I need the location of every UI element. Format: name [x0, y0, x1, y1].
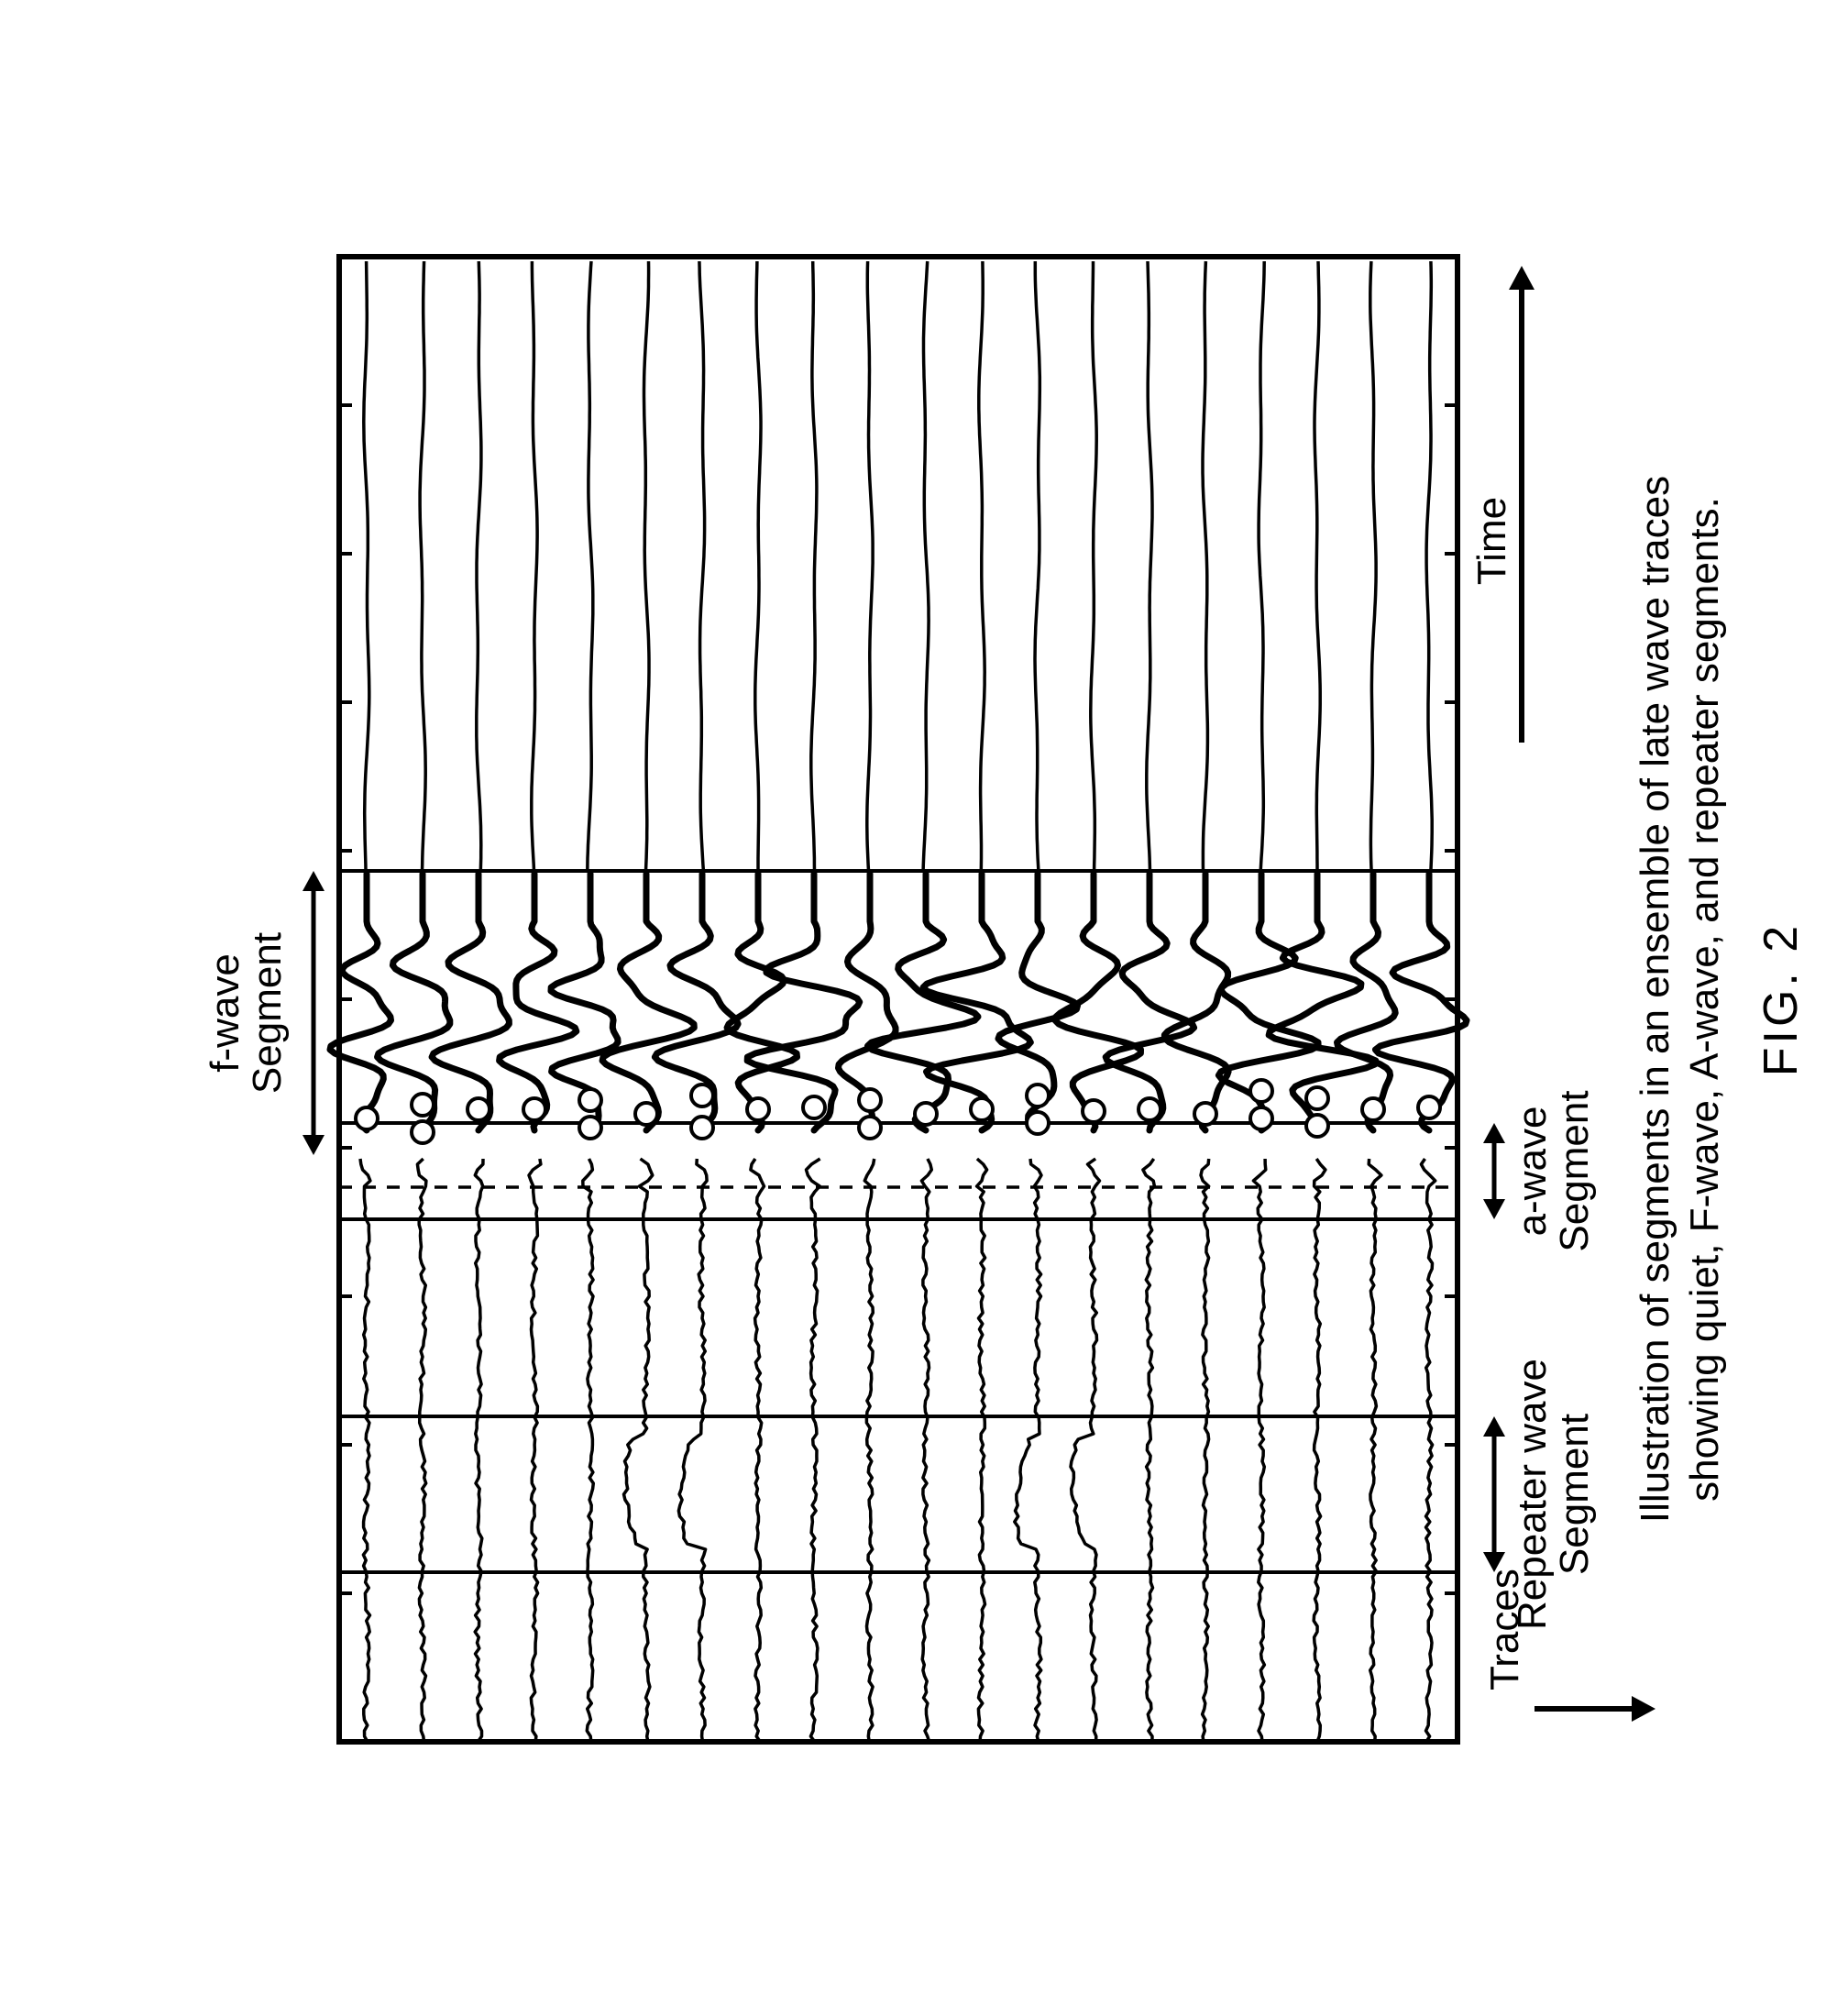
trace-tail	[532, 261, 537, 871]
f-wave-onset-marker	[523, 1098, 545, 1120]
f-wave-trace	[500, 874, 577, 1130]
f-wave-trace	[602, 874, 694, 1130]
f-wave-onset-marker	[579, 1117, 601, 1139]
trace-tail	[979, 261, 984, 871]
f-wave-onset-marker	[412, 1094, 434, 1116]
f-wave-trace	[1164, 874, 1228, 1130]
a-wave-segment-label: Segment	[1552, 1090, 1597, 1251]
f-wave-onset-marker	[1362, 1098, 1384, 1120]
trace-tail	[923, 261, 929, 871]
f-wave-segment-label: f-wave	[203, 953, 248, 1073]
trace-tail	[811, 261, 817, 871]
trace-baseline	[1143, 1159, 1155, 1742]
trace-tail	[1426, 261, 1432, 871]
trace-baseline	[678, 1159, 707, 1742]
f-wave-onset-marker	[1027, 1085, 1049, 1107]
f-wave-onset-marker	[971, 1098, 993, 1120]
trace-baseline	[1314, 1159, 1326, 1742]
f-wave-onset-marker	[412, 1121, 434, 1143]
trace-baseline	[1369, 1159, 1381, 1742]
trace-baseline	[1253, 1159, 1265, 1742]
f-wave-onset-marker	[915, 1103, 937, 1125]
trace-tail	[644, 261, 650, 871]
f-wave-onset-marker	[1306, 1115, 1328, 1137]
repeater-segment-label: Segment	[1552, 1414, 1597, 1575]
trace-tail	[867, 261, 873, 871]
trace-tail	[477, 261, 481, 871]
trace-tail	[1147, 261, 1152, 871]
trace-tail	[1091, 261, 1096, 871]
trace-baseline	[921, 1159, 931, 1742]
trace-baseline	[475, 1159, 483, 1742]
trace-tail	[588, 261, 593, 871]
traces-axis-label: Traces	[1482, 1569, 1527, 1690]
figure-svg: f-waveSegmentRepeater waveSegmenta-waveS…	[0, 0, 1848, 2004]
trace-baseline	[529, 1159, 541, 1742]
f-wave-onset-marker	[468, 1098, 490, 1120]
f-wave-onset-marker	[691, 1085, 713, 1107]
figure-caption: showing quiet, F-wave, A-wave, and repea…	[1682, 497, 1727, 1502]
f-wave-onset-marker	[579, 1089, 601, 1111]
trace-tail	[699, 261, 705, 871]
f-wave-trace	[727, 874, 797, 1130]
a-wave-segment-label: a-wave	[1510, 1107, 1555, 1237]
trace-baseline	[1071, 1159, 1100, 1742]
f-wave-onset-marker	[1306, 1087, 1328, 1109]
f-wave-trace	[1106, 874, 1194, 1130]
f-wave-trace	[378, 874, 450, 1130]
trace-tail	[364, 261, 369, 871]
trace-baseline	[807, 1159, 820, 1742]
f-wave-onset-marker	[1250, 1107, 1272, 1129]
f-wave-onset-marker	[1194, 1103, 1216, 1125]
trace-tail	[1314, 261, 1320, 871]
trace-tail	[1259, 261, 1264, 871]
trace-tail	[1370, 261, 1376, 871]
f-wave-trace	[1337, 874, 1396, 1130]
f-wave-onset-marker	[635, 1103, 657, 1125]
trace-baseline	[751, 1159, 764, 1742]
f-wave-onset-marker	[859, 1089, 881, 1111]
f-wave-onset-marker	[803, 1096, 825, 1118]
f-wave-onset-marker	[1418, 1096, 1440, 1118]
trace-baseline	[417, 1159, 426, 1742]
trace-baseline	[1201, 1159, 1209, 1742]
trace-tail	[755, 261, 761, 871]
f-wave-onset-marker	[691, 1117, 713, 1139]
f-wave-segment-label: Segment	[245, 932, 290, 1094]
f-wave-onset-marker	[1027, 1112, 1049, 1134]
trace-baseline	[1421, 1159, 1435, 1742]
figure-caption: Illustration of segments in an ensemble …	[1633, 476, 1678, 1523]
trace-baseline	[624, 1159, 653, 1742]
trace-baseline	[864, 1159, 874, 1742]
time-axis-label: Time	[1469, 497, 1514, 585]
trace-baseline	[1015, 1159, 1041, 1742]
f-wave-trace	[747, 874, 860, 1130]
trace-tail	[1035, 261, 1040, 871]
f-wave-onset-marker	[747, 1098, 769, 1120]
f-wave-onset-marker	[1138, 1098, 1160, 1120]
figure-id: FIG. 2	[1754, 922, 1808, 1076]
trace-tail	[1203, 261, 1207, 871]
plot-frame	[339, 257, 1458, 1742]
f-wave-onset-marker	[356, 1107, 378, 1129]
f-wave-onset-marker	[1083, 1100, 1105, 1122]
f-wave-onset-marker	[1250, 1080, 1272, 1102]
trace-tail	[420, 261, 425, 871]
f-wave-onset-marker	[859, 1117, 881, 1139]
trace-baseline	[360, 1159, 370, 1742]
trace-baseline	[977, 1159, 987, 1742]
trace-baseline	[583, 1159, 594, 1742]
